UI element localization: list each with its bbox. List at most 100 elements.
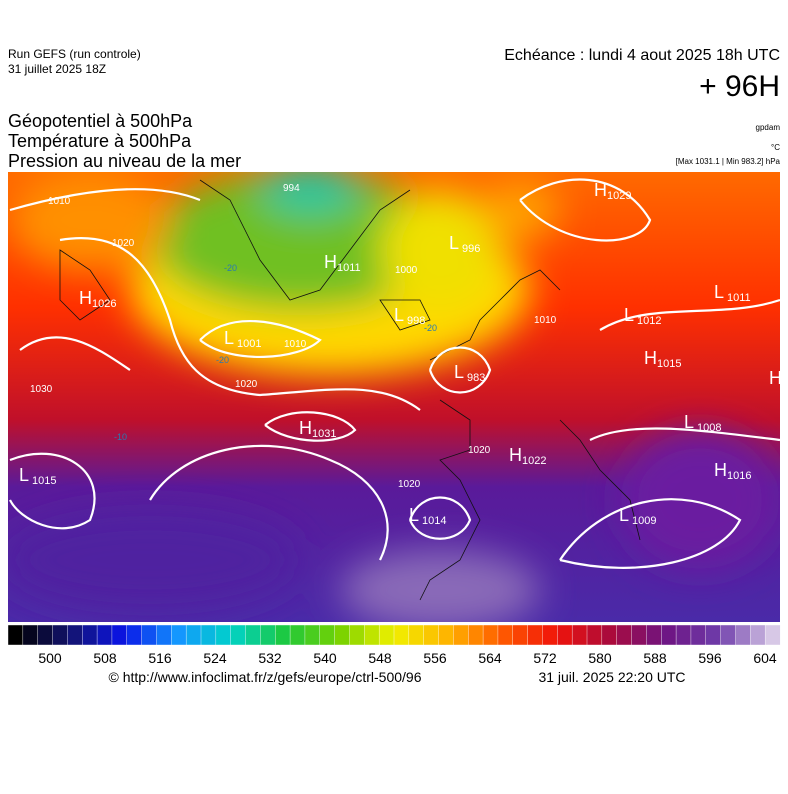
colorbar-cell xyxy=(364,624,380,646)
colorbar-cell xyxy=(631,624,647,646)
colorbar-cell xyxy=(527,624,543,646)
colorbar-cell xyxy=(111,624,128,646)
run: Run GEFS (run controle) xyxy=(8,47,141,61)
generated: 31 juil. 2025 22:20 UTC xyxy=(538,669,685,685)
colorbar-cell xyxy=(601,624,618,646)
colorbar-label: 580 xyxy=(588,650,612,666)
colorbar-label: 596 xyxy=(698,650,722,666)
colorbar-label: 604 xyxy=(753,650,777,666)
colorbar-cell xyxy=(67,624,83,646)
isobar-label: 1000 xyxy=(395,265,418,276)
pressure-center-value: 996 xyxy=(462,243,480,255)
colorbar-cell xyxy=(750,624,766,646)
pressure-center-value: 1008 xyxy=(697,422,721,434)
isobar-label: 1020 xyxy=(112,238,135,249)
colorbar-cell xyxy=(378,624,395,646)
colorbar-cell xyxy=(230,624,247,646)
temperature-label: -20 xyxy=(224,263,237,273)
colorbar-label: 532 xyxy=(258,650,282,666)
pressure-center-letter: L xyxy=(409,505,419,525)
pressure-center-letter: L xyxy=(394,305,404,325)
temperature-label: -10 xyxy=(114,432,127,442)
colorbar-cell xyxy=(438,624,454,646)
colorbar-cell xyxy=(482,624,499,646)
colorbar-cell xyxy=(245,624,261,646)
pressure-center-value: 1031 xyxy=(312,428,336,440)
colorbar-label: 516 xyxy=(148,650,172,666)
colorbar-cell xyxy=(542,624,558,646)
colorbar-cell xyxy=(764,624,781,646)
pressure-center-letter: H xyxy=(509,445,522,465)
colorbar-label: 556 xyxy=(423,650,447,666)
colorbar-cell xyxy=(96,624,113,646)
isobar-label: 1020 xyxy=(468,445,491,456)
colorbar-cell xyxy=(690,624,707,646)
colorbar-cell xyxy=(171,624,187,646)
pressure-center-letter: L xyxy=(624,305,634,325)
pressure-center-value: 1001 xyxy=(237,338,261,350)
pressure-center-letter: L xyxy=(619,505,629,525)
colorbar-cell xyxy=(52,624,68,646)
title: Pression au niveau de la mer xyxy=(8,151,241,171)
colorbar-cell xyxy=(720,624,736,646)
temperature-label: -20 xyxy=(424,323,437,333)
colorbar-cell xyxy=(616,624,633,646)
title: Géopotentiel à 500hPa xyxy=(8,111,193,131)
colorbar-cell xyxy=(497,624,514,646)
pressure-center-letter: L xyxy=(684,412,694,432)
isobar-label: 1030 xyxy=(30,384,53,395)
pressure-center-letter: H xyxy=(644,348,657,368)
colorbar-cell xyxy=(453,624,469,646)
pressure-center-letter: L xyxy=(714,282,724,302)
pressure-center-value: 1014 xyxy=(422,515,446,527)
temperature-label: -20 xyxy=(216,355,229,365)
isobar-label: 1010 xyxy=(284,339,307,350)
colorbar-cell xyxy=(185,624,202,646)
colorbar-cell xyxy=(126,624,143,646)
colorbar-cell xyxy=(7,624,24,646)
pressure-center-value: 983 xyxy=(467,372,485,384)
colorbar-cell xyxy=(275,624,291,646)
pressure-center-letter: H xyxy=(714,460,727,480)
colorbar-label: 548 xyxy=(368,650,392,666)
pressure-center-letter: H xyxy=(324,252,337,272)
isobar-label: 1010 xyxy=(534,315,557,326)
colorbar-cell xyxy=(468,624,484,646)
colorbar-cell xyxy=(319,624,336,646)
pressure-center-letter: H xyxy=(79,288,92,308)
colorbar-label: 524 xyxy=(203,650,227,666)
colorbar-cell xyxy=(334,624,350,646)
pressure-center-value: 1022 xyxy=(522,455,546,467)
colorbar-cell xyxy=(571,624,588,646)
map xyxy=(8,172,780,622)
colorbar-cell xyxy=(512,624,529,646)
source: © http://www.infoclimat.fr/z/gefs/europe… xyxy=(108,669,421,685)
title: Température à 500hPa xyxy=(8,131,192,151)
colorbar-cell xyxy=(586,624,603,646)
run-date: 31 juillet 2025 18Z xyxy=(8,62,106,76)
colorbar-cell xyxy=(661,624,677,646)
colorbar-label: 588 xyxy=(643,650,667,666)
colorbar-label: 508 xyxy=(93,650,117,666)
colorbar-cell xyxy=(82,624,98,646)
colorbar-cell xyxy=(557,624,573,646)
colorbar-cell xyxy=(675,624,692,646)
pressure-center-letter: L xyxy=(454,362,464,382)
colorbar-cell xyxy=(423,624,440,646)
colorbar-cell xyxy=(289,624,306,646)
pressure-center-letter: L xyxy=(19,465,29,485)
echeance: Echéance : lundi 4 aout 2025 18h UTC xyxy=(504,47,780,64)
pressure-center-value: 1015 xyxy=(32,475,56,487)
isobar-label: 1020 xyxy=(235,379,258,390)
pressure-center-letter: H xyxy=(769,368,782,388)
isobar-label: 1020 xyxy=(398,479,421,490)
pressure-center-letter: L xyxy=(224,328,234,348)
pressure-center-value: 1026 xyxy=(92,298,116,310)
colorbar-cell xyxy=(393,624,410,646)
pressure-center-value: 1011 xyxy=(337,262,361,274)
colorbar-cell xyxy=(408,624,425,646)
unit: °C xyxy=(771,143,780,152)
colorbar-cell xyxy=(260,624,276,646)
pressure-center-value: 1012 xyxy=(637,315,661,327)
isobar-label: 1010 xyxy=(48,196,71,207)
